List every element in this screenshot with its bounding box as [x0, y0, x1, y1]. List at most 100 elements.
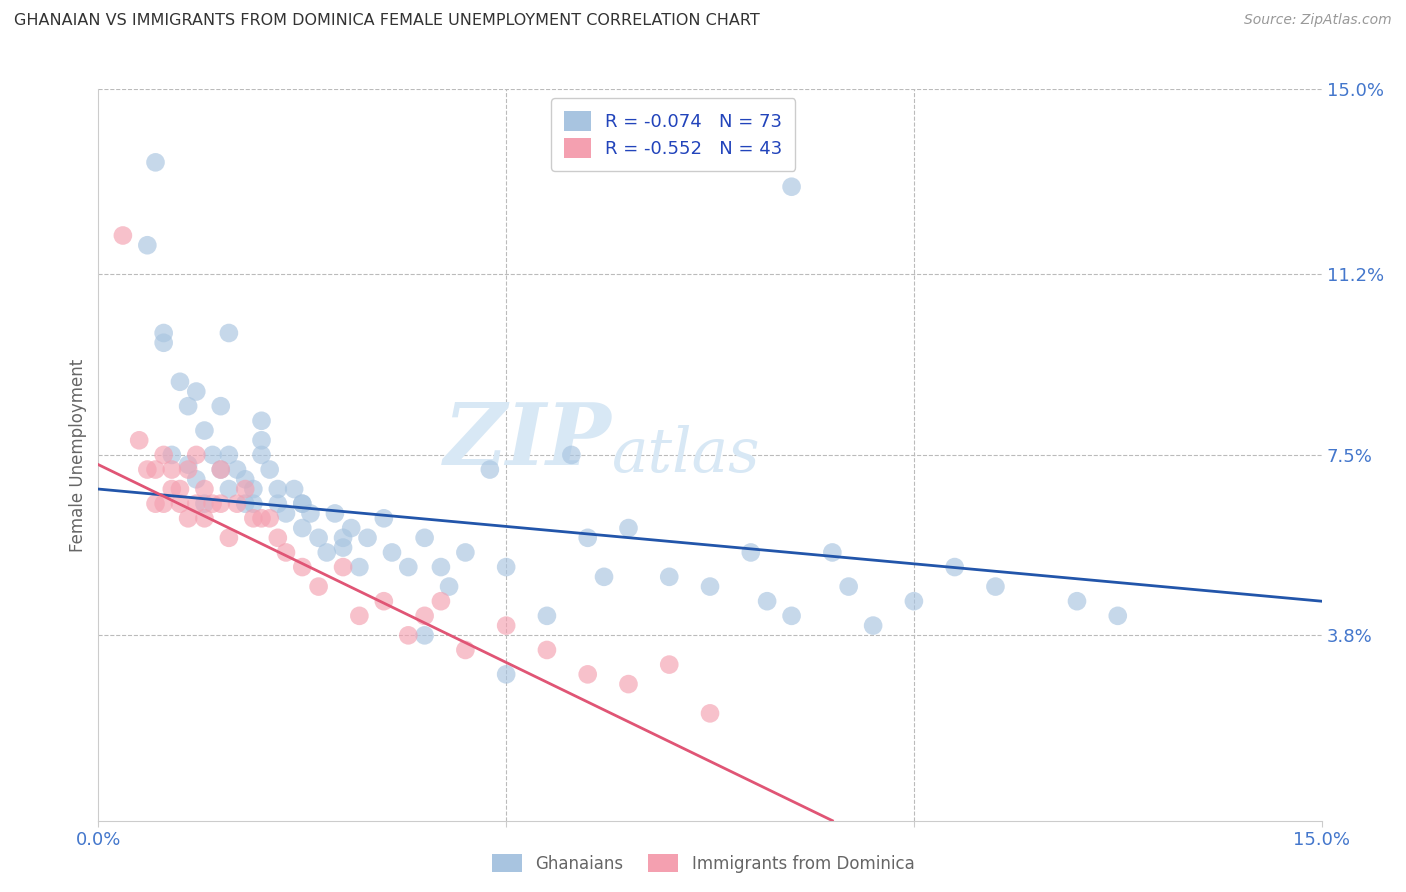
Y-axis label: Female Unemployment: Female Unemployment — [69, 359, 87, 551]
Point — [136, 238, 159, 252]
Text: atlas: atlas — [612, 425, 761, 485]
Point — [267, 482, 290, 496]
Point — [250, 414, 273, 428]
Point — [242, 482, 264, 496]
Point — [218, 326, 240, 340]
Point — [169, 482, 191, 496]
Point — [430, 594, 453, 608]
Point — [308, 580, 330, 594]
Point — [943, 560, 966, 574]
Point — [274, 507, 297, 521]
Point — [209, 497, 232, 511]
Point — [201, 448, 224, 462]
Point — [617, 677, 640, 691]
Point — [740, 545, 762, 559]
Point — [1107, 608, 1129, 623]
Point — [186, 384, 208, 399]
Point — [233, 482, 256, 496]
Point — [560, 448, 582, 462]
Point — [593, 570, 616, 584]
Point — [111, 228, 134, 243]
Point — [259, 462, 281, 476]
Point — [218, 531, 240, 545]
Point — [152, 497, 174, 511]
Point — [160, 462, 183, 476]
Point — [169, 497, 191, 511]
Text: Source: ZipAtlas.com: Source: ZipAtlas.com — [1244, 13, 1392, 28]
Point — [218, 448, 240, 462]
Point — [349, 560, 371, 574]
Point — [315, 545, 337, 559]
Point — [340, 521, 363, 535]
Point — [201, 497, 224, 511]
Point — [152, 326, 174, 340]
Point — [193, 497, 215, 511]
Point — [226, 497, 249, 511]
Point — [495, 618, 517, 632]
Point — [267, 531, 290, 545]
Point — [177, 399, 200, 413]
Legend: Ghanaians, Immigrants from Dominica: Ghanaians, Immigrants from Dominica — [485, 847, 921, 880]
Point — [495, 560, 517, 574]
Point — [658, 657, 681, 672]
Point — [536, 608, 558, 623]
Point — [186, 497, 208, 511]
Point — [413, 531, 436, 545]
Point — [413, 628, 436, 642]
Point — [332, 531, 354, 545]
Point — [259, 511, 281, 525]
Point — [186, 448, 208, 462]
Point — [169, 375, 191, 389]
Point — [454, 545, 477, 559]
Point — [291, 497, 314, 511]
Point — [658, 570, 681, 584]
Point — [152, 335, 174, 350]
Point — [373, 594, 395, 608]
Point — [984, 580, 1007, 594]
Point — [193, 482, 215, 496]
Point — [145, 462, 167, 476]
Text: GHANAIAN VS IMMIGRANTS FROM DOMINICA FEMALE UNEMPLOYMENT CORRELATION CHART: GHANAIAN VS IMMIGRANTS FROM DOMINICA FEM… — [14, 13, 759, 29]
Point — [209, 399, 232, 413]
Point — [291, 497, 314, 511]
Point — [413, 608, 436, 623]
Legend: R = -0.074   N = 73, R = -0.552   N = 43: R = -0.074 N = 73, R = -0.552 N = 43 — [551, 98, 796, 170]
Point — [274, 545, 297, 559]
Point — [430, 560, 453, 574]
Point — [780, 179, 803, 194]
Point — [250, 511, 273, 525]
Point — [233, 472, 256, 486]
Point — [756, 594, 779, 608]
Point — [862, 618, 884, 632]
Point — [186, 472, 208, 486]
Point — [209, 462, 232, 476]
Point — [1066, 594, 1088, 608]
Point — [233, 497, 256, 511]
Point — [699, 706, 721, 721]
Point — [349, 608, 371, 623]
Point — [396, 628, 419, 642]
Point — [478, 462, 501, 476]
Point — [495, 667, 517, 681]
Point — [332, 541, 354, 555]
Point — [160, 448, 183, 462]
Point — [250, 434, 273, 448]
Point — [250, 448, 273, 462]
Point — [437, 580, 460, 594]
Point — [332, 560, 354, 574]
Point — [152, 448, 174, 462]
Point — [218, 482, 240, 496]
Point — [242, 511, 264, 525]
Point — [699, 580, 721, 594]
Point — [323, 507, 346, 521]
Point — [242, 497, 264, 511]
Point — [821, 545, 844, 559]
Point — [128, 434, 150, 448]
Point — [145, 155, 167, 169]
Point — [780, 608, 803, 623]
Point — [308, 531, 330, 545]
Point — [177, 458, 200, 472]
Point — [193, 424, 215, 438]
Point — [576, 667, 599, 681]
Point — [291, 560, 314, 574]
